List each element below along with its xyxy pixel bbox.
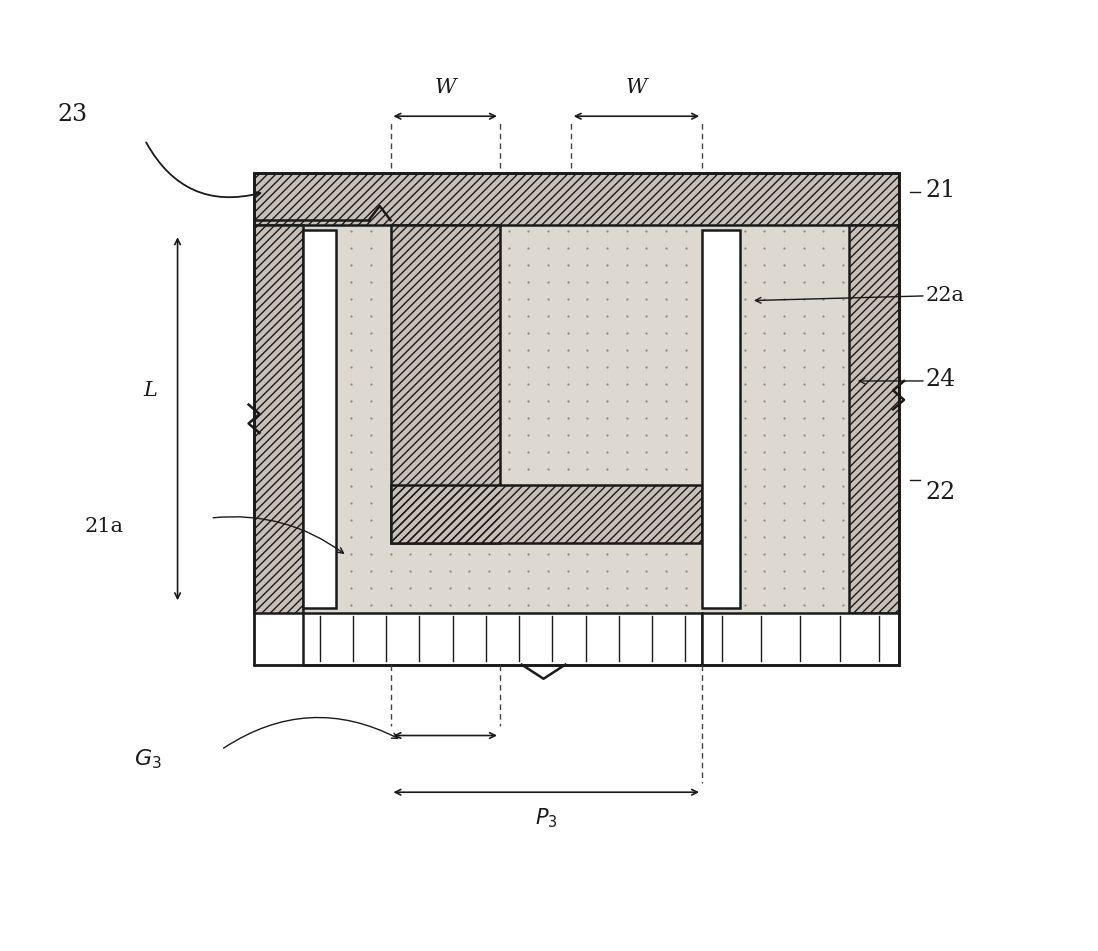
Text: $G_3$: $G_3$ (134, 747, 161, 771)
Text: 22: 22 (926, 481, 956, 504)
Bar (391, 485, 702, 543)
Text: 21: 21 (926, 179, 956, 202)
Bar (702, 230, 740, 608)
Text: L: L (144, 381, 157, 400)
Text: W: W (435, 78, 456, 97)
Bar (850, 225, 898, 612)
Bar (391, 485, 702, 543)
Bar (254, 225, 303, 612)
Bar (254, 173, 898, 225)
Text: 22a: 22a (926, 285, 965, 304)
Bar (850, 225, 898, 612)
Bar (303, 225, 850, 612)
Bar (391, 225, 500, 543)
Bar (254, 173, 898, 665)
Bar (303, 612, 702, 665)
Text: $P_3$: $P_3$ (535, 806, 558, 830)
Text: W: W (626, 78, 647, 97)
Bar (254, 225, 303, 612)
Bar (391, 225, 500, 543)
Bar (254, 173, 898, 225)
Text: 23: 23 (57, 103, 88, 126)
Text: 24: 24 (926, 368, 956, 391)
Bar (702, 612, 898, 665)
Bar (303, 230, 336, 608)
Text: 21a: 21a (85, 517, 124, 536)
